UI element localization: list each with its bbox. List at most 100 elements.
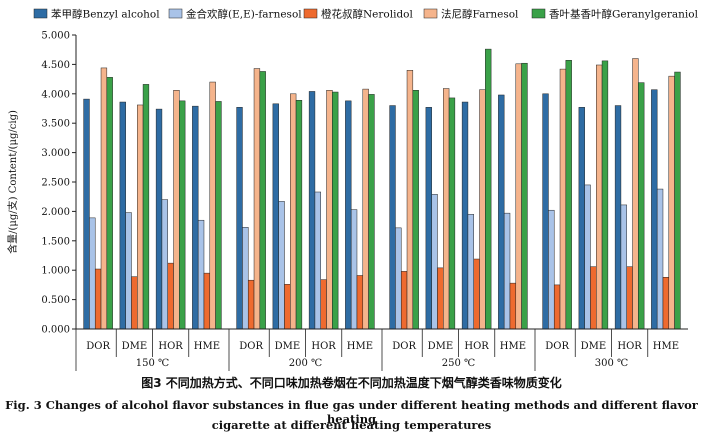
- bar: [473, 258, 480, 330]
- legend-label: 法尼醇Farnesol: [441, 8, 519, 21]
- bar: [485, 48, 492, 330]
- bar: [345, 100, 352, 330]
- x-category-label: DOR: [545, 341, 569, 352]
- figure-caption-english-line-1: Fig. 3 Changes of alcohol flavor substan…: [5, 398, 698, 426]
- x-category-label: HME: [653, 341, 679, 352]
- bar: [142, 84, 150, 330]
- bar: [467, 214, 474, 330]
- bar: [284, 284, 291, 330]
- x-category-label: DOR: [239, 341, 263, 352]
- y-tick-label: 1.000: [41, 266, 70, 277]
- bar: [314, 191, 321, 330]
- bar: [209, 81, 216, 330]
- bar: [425, 107, 432, 330]
- legend-label: 金合欢醇(E,E)-farnesol: [186, 8, 302, 21]
- bar: [272, 103, 279, 330]
- bar: [406, 70, 414, 330]
- bar: [106, 77, 113, 330]
- x-category-label: DME: [122, 341, 148, 352]
- bar: [448, 97, 456, 330]
- x-category-label: DOR: [86, 341, 110, 352]
- bar: [559, 68, 567, 330]
- x-category-label: HOR: [158, 341, 183, 352]
- y-tick-label: 1.500: [41, 236, 70, 247]
- bar: [320, 279, 327, 330]
- bar: [548, 209, 555, 330]
- bar: [437, 267, 444, 330]
- y-tick-label: 5.000: [41, 31, 70, 42]
- bar: [295, 100, 303, 330]
- bar: [356, 275, 364, 330]
- x-category-label: HOR: [311, 341, 336, 352]
- bar: [498, 94, 505, 330]
- legend-label: 苯甲醇Benzyl alcohol: [51, 8, 160, 21]
- bar: [83, 98, 90, 330]
- bar: [443, 88, 450, 330]
- x-group-label: 200 ℃: [289, 358, 322, 369]
- bar: [656, 188, 664, 330]
- bar: [242, 227, 249, 330]
- y-tick-label: 2.500: [41, 178, 70, 189]
- bar: [521, 62, 528, 330]
- bar: [179, 100, 186, 330]
- axes: 含量/(μg/支) Content/(μg/cig) 0.000 0.500 1.0…: [6, 31, 688, 371]
- legend-swatch: [33, 8, 48, 19]
- figure-caption-chinese: 图3 不同加热方式、不同口味加热卷烟在不同加热温度下烟气醇类香味物质变化: [141, 376, 562, 390]
- figure-caption-english-line-2: cigarette at different heating temperatu…: [211, 418, 492, 432]
- bar: [290, 93, 297, 330]
- bar: [253, 68, 261, 330]
- legend: 苯甲醇Benzyl alcohol 金合欢醇(E,E)-farnesol 橙花叔醇N…: [33, 8, 699, 21]
- bar: [584, 184, 591, 330]
- bar: [247, 279, 255, 330]
- bar: [431, 194, 438, 330]
- bar: [651, 89, 658, 330]
- bar: [389, 105, 396, 330]
- x-category-label: HME: [347, 341, 373, 352]
- bar: [565, 60, 572, 330]
- plot-bars: [83, 48, 681, 330]
- bar: [155, 108, 163, 330]
- bar: [192, 105, 199, 330]
- bar: [161, 199, 168, 330]
- legend-swatch: [168, 8, 183, 19]
- bar: [503, 212, 511, 330]
- bar: [362, 88, 369, 330]
- bar: [614, 105, 622, 330]
- bar: [197, 219, 205, 330]
- x-category-label: DOR: [392, 341, 416, 352]
- bar: [626, 266, 633, 330]
- y-tick-label: 3.500: [41, 119, 70, 130]
- x-category-label: HME: [500, 341, 526, 352]
- legend-swatch: [423, 8, 438, 19]
- x-category-label: DME: [428, 341, 454, 352]
- x-category-label: HME: [194, 341, 220, 352]
- bar: [674, 71, 681, 330]
- bar: [400, 271, 408, 330]
- bar: [215, 101, 222, 330]
- y-axis-label: 含量/(μg/支) Content/(μg/cig): [6, 110, 19, 254]
- bar: [479, 89, 486, 330]
- bar: [412, 90, 419, 330]
- bar: [368, 94, 375, 330]
- y-tick-label: 0.000: [41, 325, 70, 336]
- bar: [515, 63, 522, 330]
- bar: [620, 204, 627, 330]
- bar: [638, 82, 645, 330]
- bar: [662, 277, 670, 330]
- bar: [461, 101, 469, 330]
- bar: [236, 107, 243, 330]
- bar: [259, 71, 266, 330]
- bar: [125, 212, 132, 330]
- bar: [632, 58, 639, 330]
- bar: [395, 227, 402, 330]
- bar: [350, 209, 358, 330]
- x-group-label: 150 ℃: [136, 358, 169, 369]
- bar: [131, 276, 138, 330]
- bar: [668, 75, 675, 330]
- y-tick-label: 0.500: [41, 295, 70, 306]
- bar: [173, 90, 180, 330]
- x-group-label: 250 ℃: [442, 358, 475, 369]
- bar: [100, 67, 108, 330]
- bar: [553, 284, 561, 330]
